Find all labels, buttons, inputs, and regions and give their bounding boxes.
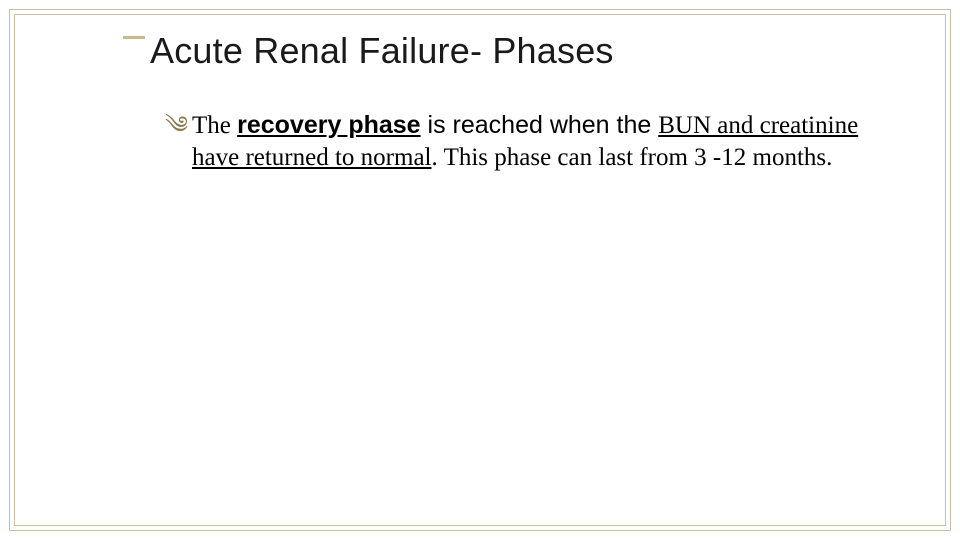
- text-recovery-phase: recovery phase: [237, 111, 420, 139]
- text-is-reached: is reached when the: [428, 111, 659, 139]
- slide-title: Acute Renal Failure- Phases: [150, 30, 900, 72]
- slide: Acute Renal Failure- Phases ༄The recover…: [0, 0, 960, 540]
- bullet-glyph-icon: ༄: [165, 111, 192, 141]
- text-period: .: [432, 144, 444, 171]
- title-accent-bar: [123, 36, 145, 39]
- frame-inner: [14, 14, 946, 526]
- text-tail: This phase can last from 3 -12 months.: [444, 144, 833, 171]
- text-the: The: [192, 112, 237, 139]
- slide-body: ༄The recovery phase is reached when the …: [165, 110, 875, 173]
- text-space: [421, 111, 428, 139]
- bullet-item: ༄The recovery phase is reached when the …: [165, 110, 875, 173]
